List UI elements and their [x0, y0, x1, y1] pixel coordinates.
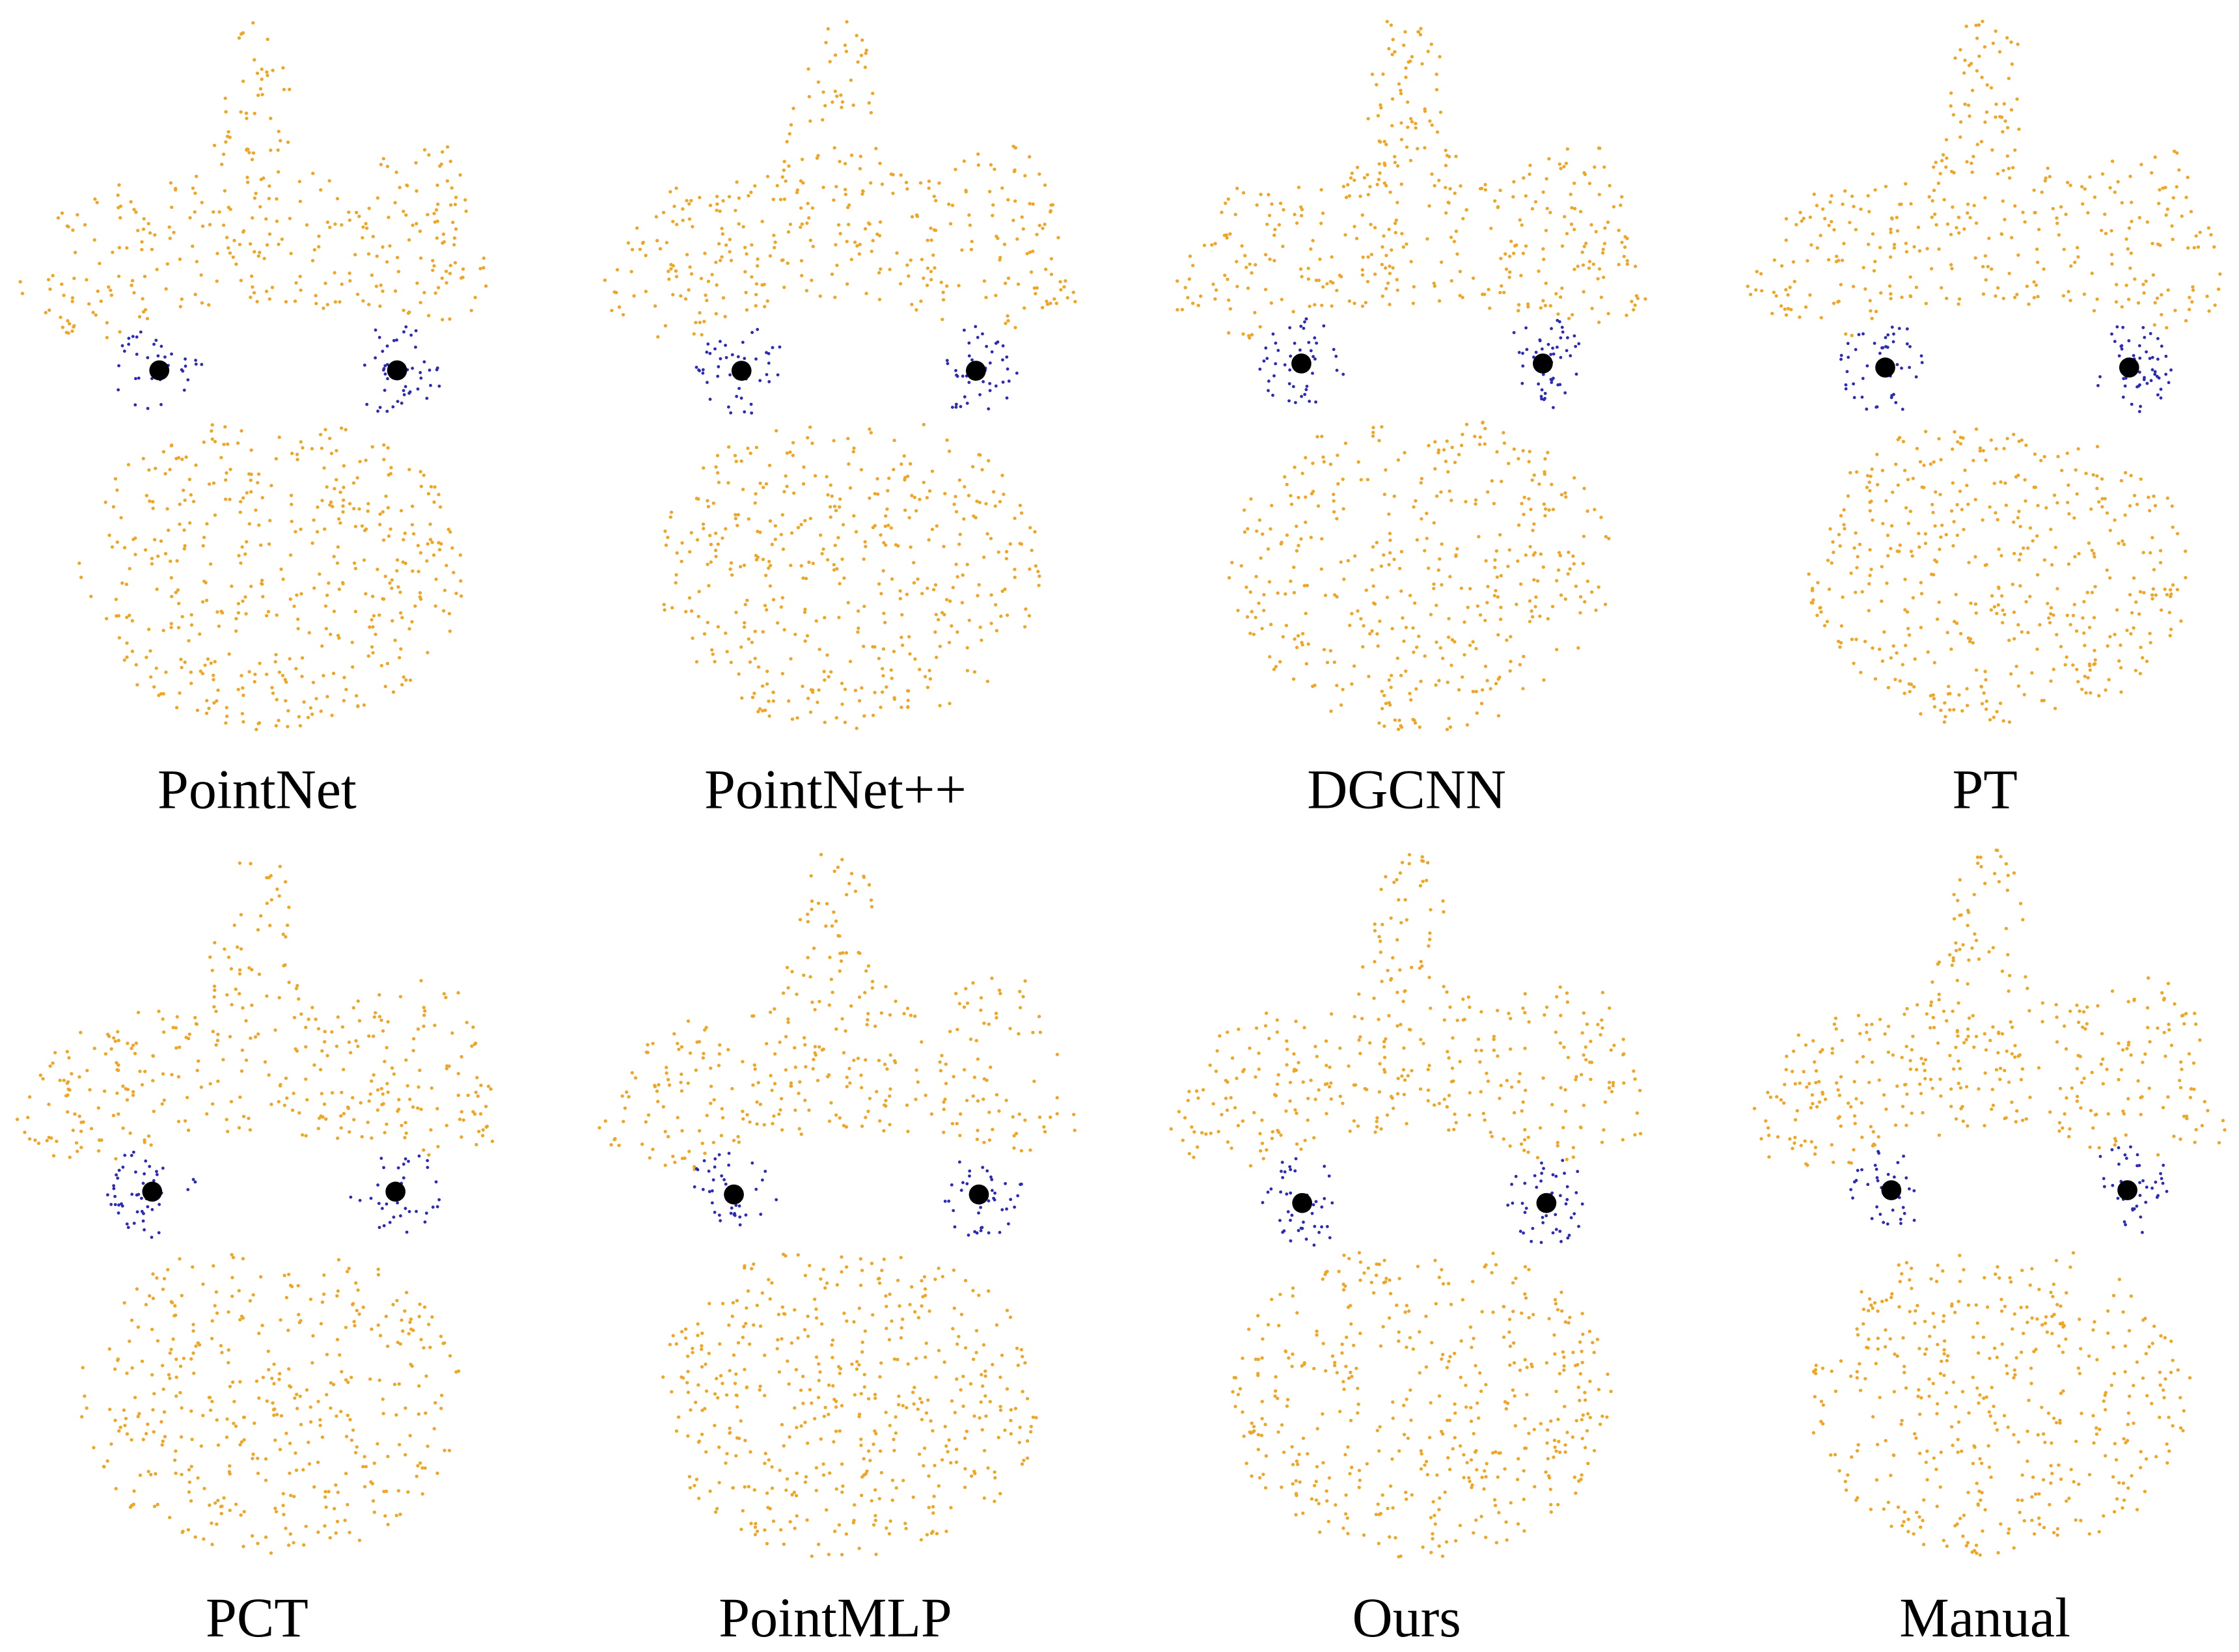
- keypoint: [1292, 1192, 1313, 1213]
- panel-label: Ours: [1352, 1586, 1461, 1649]
- vertebra-points: [1175, 20, 1647, 732]
- keypoint: [1536, 1192, 1557, 1213]
- keypoint: [387, 360, 407, 381]
- point-cloud: [1746, 20, 2222, 724]
- vertebra-points: [15, 861, 495, 1555]
- panel-label: PCT: [206, 1586, 309, 1649]
- keypoint: [968, 1184, 989, 1205]
- panel-label: PointMLP: [719, 1586, 952, 1649]
- keypoint: [1291, 353, 1312, 374]
- panel-label: Manual: [1899, 1586, 2070, 1649]
- point-cloud: [1169, 853, 1643, 1559]
- vertebra-points: [1169, 853, 1643, 1559]
- keypoint: [731, 361, 752, 381]
- vertebra-points: [1752, 848, 2227, 1557]
- vertebra-points: [603, 20, 1077, 730]
- keypoint: [2117, 1180, 2137, 1200]
- keypoint: [149, 360, 170, 381]
- point-cloud: [1752, 848, 2227, 1557]
- point-cloud: [18, 21, 488, 732]
- panel-label: PT: [1952, 758, 2017, 820]
- vertebra-points: [1746, 20, 2222, 724]
- panel-label: DGCNN: [1307, 758, 1506, 820]
- point-cloud: [598, 853, 1077, 1558]
- point-cloud: [15, 861, 495, 1555]
- keypoint: [2119, 357, 2139, 378]
- keypoint: [965, 361, 986, 381]
- keypoint: [1881, 1180, 1902, 1200]
- keypoint: [142, 1181, 163, 1202]
- panel-label: PointNet++: [704, 758, 967, 820]
- keypoint: [724, 1184, 744, 1205]
- keypoint: [385, 1181, 405, 1202]
- keypoint: [1875, 357, 1895, 378]
- vertebra-points: [18, 21, 488, 732]
- point-cloud: [603, 20, 1077, 730]
- vertebra-points: [598, 853, 1077, 1558]
- panel-label: PointNet: [158, 758, 357, 820]
- point-cloud: [1175, 20, 1647, 732]
- keypoint: [1533, 353, 1553, 374]
